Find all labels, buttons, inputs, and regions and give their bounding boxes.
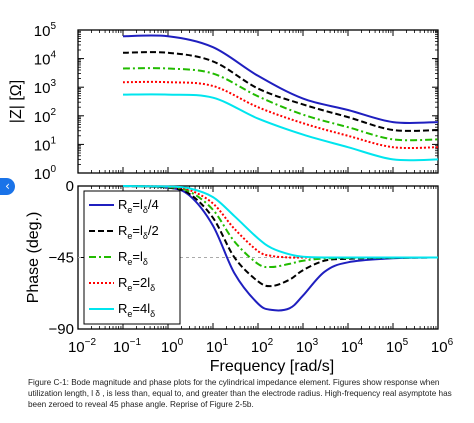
phase-panel: 0 −45 −90 Phase (deg.) 10−2 10−1 100 101 102 103 1…: [25, 178, 454, 375]
phase-xtick-label: 101: [206, 337, 229, 356]
magnitude-ytick-label: 101: [34, 135, 57, 154]
magnitude-series-line-2: [122, 51, 439, 132]
phase-xtick-label: 10−1: [113, 337, 142, 356]
phase-series-line-5: [122, 185, 438, 259]
phase-xtick-label: 105: [386, 337, 409, 356]
magnitude-series-line-1: [122, 34, 439, 125]
legend-label-5: Re=4lδ: [118, 301, 155, 319]
chevron-left-icon[interactable]: ‹: [0, 178, 15, 195]
magnitude-series-line-5: [122, 93, 439, 162]
phase-ylabel: Phase (deg.): [25, 212, 42, 304]
magnitude-ytick-label: 105: [34, 21, 57, 40]
magnitude-ytick-label: 104: [34, 50, 57, 69]
magnitude-ylabel: |Z| [Ω]: [8, 80, 25, 123]
magnitude-ytick-label: 100: [34, 164, 57, 183]
legend-label-4: Re=2lδ: [118, 275, 155, 293]
phase-ytick-label: −45: [49, 250, 74, 267]
magnitude-ytick-label: 103: [34, 78, 57, 97]
legend-label-3: Re=lδ: [118, 249, 148, 267]
phase-xtick-label: 102: [251, 337, 274, 356]
figure-caption: Figure C-1: Bode magnitude and phase plo…: [28, 378, 452, 409]
phase-xlabel: Frequency [rad/s]: [210, 358, 335, 375]
magnitude-series-line-3: [122, 67, 439, 142]
phase-xtick-label: 103: [296, 337, 319, 356]
phase-xtick-label: 106: [431, 337, 454, 356]
magnitude-series-line-4: [122, 80, 439, 150]
phase-xtick-label: 104: [341, 337, 364, 356]
magnitude-axes-frame: [77, 29, 439, 174]
phase-ytick-label: 0: [66, 178, 74, 195]
phase-ytick-label: −90: [49, 321, 74, 338]
phase-xtick-label: 100: [161, 337, 184, 356]
phase-series-line-2: [122, 185, 439, 288]
magnitude-ytick-label: 102: [34, 107, 57, 126]
phase-xtick-label: 10−2: [68, 337, 97, 356]
magnitude-panel: 100 101 102 103 104 105 |Z| [Ω]: [8, 21, 439, 183]
phase-series-line-1: [122, 185, 439, 312]
